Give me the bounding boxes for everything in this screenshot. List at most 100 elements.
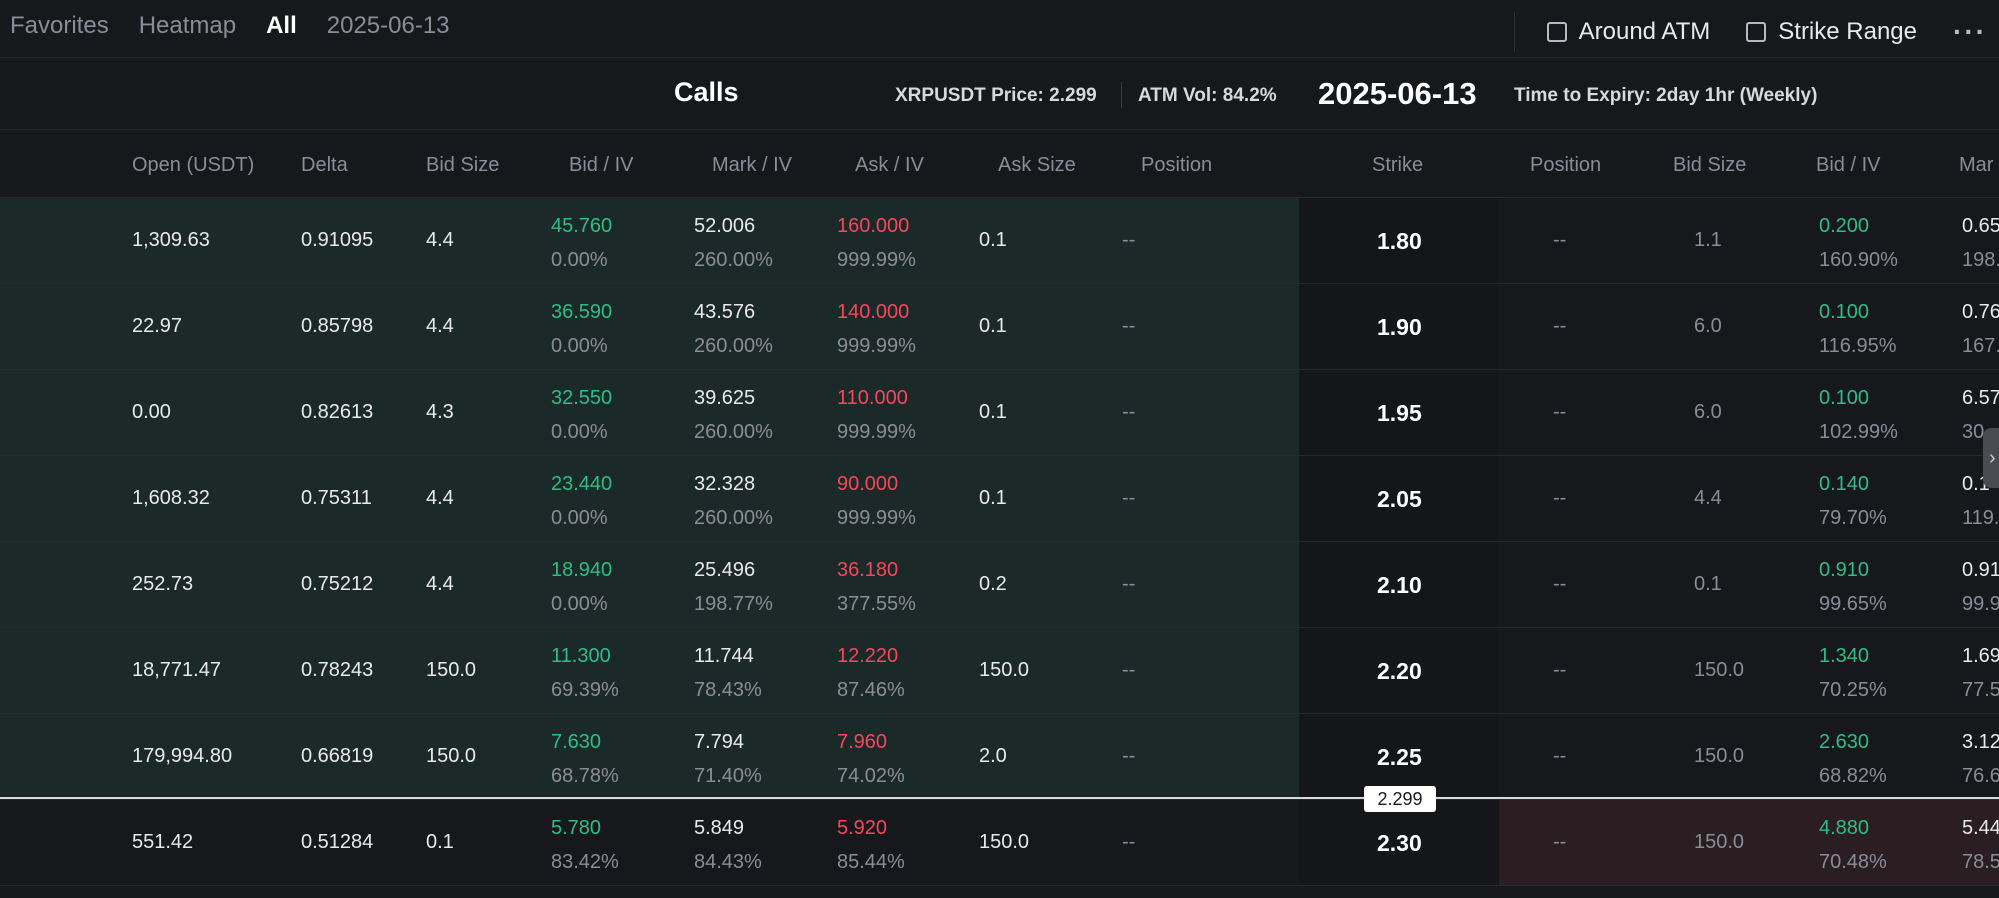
around-atm-checkbox[interactable]: Around ATM xyxy=(1546,18,1710,46)
bid-iv: 69.39% xyxy=(551,679,619,701)
put-bid-size-value[interactable]: 1.1 xyxy=(1694,229,1722,251)
checkbox-icon[interactable] xyxy=(1746,22,1767,42)
bid-size-value[interactable]: 150.0 xyxy=(426,659,477,681)
position-value: -- xyxy=(1122,487,1136,509)
put-mark-iv: 99.9 xyxy=(1962,593,1999,615)
ask-price[interactable]: 36.180 xyxy=(837,559,899,581)
ask-price[interactable]: 160.000 xyxy=(837,215,910,237)
put-bid-size-value[interactable]: 150.0 xyxy=(1694,831,1745,853)
bid-size-value[interactable]: 4.4 xyxy=(426,573,454,595)
ask-size-value[interactable]: 150.0 xyxy=(979,831,1030,853)
ask-size-value[interactable]: 0.2 xyxy=(979,573,1007,595)
bid-price[interactable]: 32.550 xyxy=(551,387,613,409)
bid-size-value[interactable]: 0.1 xyxy=(426,831,454,853)
chevron-right-icon[interactable]: › xyxy=(1983,428,1999,488)
table-row[interactable]: 551.42 0.51284 0.1 5.780 83.42% 5.849 84… xyxy=(0,800,1999,886)
bid-price[interactable]: 36.590 xyxy=(551,301,613,323)
put-bid-price[interactable]: 0.910 xyxy=(1819,559,1870,581)
ask-price[interactable]: 90.000 xyxy=(837,473,899,495)
put-bid-size-value[interactable]: 150.0 xyxy=(1694,745,1745,767)
strike-value: 2.10 xyxy=(1377,572,1422,598)
atm-vol: ATM Vol: 84.2% xyxy=(1138,85,1277,106)
strike-value: 1.95 xyxy=(1377,400,1422,426)
mark-iv: 84.43% xyxy=(694,851,762,873)
put-mark-iv: 198. xyxy=(1962,249,1999,271)
put-bid-price[interactable]: 0.100 xyxy=(1819,387,1870,409)
ask-price[interactable]: 7.960 xyxy=(837,731,888,753)
table-row[interactable]: 22.97 0.85798 4.4 36.590 0.00% 43.576 26… xyxy=(0,284,1999,370)
bid-size-value[interactable]: 4.4 xyxy=(426,315,454,337)
bid-size-value[interactable]: 4.4 xyxy=(426,487,454,509)
mark-price: 7.794 xyxy=(694,731,745,753)
put-position-value: -- xyxy=(1553,229,1567,251)
ask-size-value[interactable]: 0.1 xyxy=(979,315,1007,337)
table-row[interactable]: 252.73 0.75212 4.4 18.940 0.00% 25.496 1… xyxy=(0,542,1999,628)
bid-price[interactable]: 5.780 xyxy=(551,817,602,839)
put-bid-price[interactable]: 0.100 xyxy=(1819,301,1870,323)
bid-price[interactable]: 7.630 xyxy=(551,731,602,753)
put-bid-size-value[interactable]: 6.0 xyxy=(1694,401,1722,423)
put-mark-price: 0.91 xyxy=(1962,559,1999,581)
position-value: -- xyxy=(1122,315,1136,337)
ask-price[interactable]: 5.920 xyxy=(837,817,888,839)
put-bid-price[interactable]: 2.630 xyxy=(1819,731,1870,753)
table-row[interactable]: 18,771.47 0.78243 150.0 11.300 69.39% 11… xyxy=(0,628,1999,714)
strike-bg xyxy=(1299,456,1499,541)
bid-price[interactable]: 23.440 xyxy=(551,473,613,495)
put-bid-size-value[interactable]: 4.4 xyxy=(1694,487,1722,509)
ask-iv: 87.46% xyxy=(837,679,905,701)
col-put-bid-iv: Bid / IV xyxy=(1816,154,1881,176)
strike-bg xyxy=(1299,714,1499,799)
more-icon[interactable]: ··· xyxy=(1953,16,1987,47)
put-side-bg xyxy=(1499,284,1999,369)
open-value: 179,994.80 xyxy=(132,745,233,767)
bid-iv: 68.78% xyxy=(551,765,619,787)
bid-price[interactable]: 18.940 xyxy=(551,559,613,581)
bid-price[interactable]: 11.300 xyxy=(551,645,611,667)
bid-iv: 0.00% xyxy=(551,249,608,271)
bid-price[interactable]: 45.760 xyxy=(551,215,613,237)
put-mark-price: 1.69 xyxy=(1962,645,1999,667)
mark-price: 52.006 xyxy=(694,215,756,237)
put-bid-iv: 102.99% xyxy=(1819,421,1898,443)
bid-size-value[interactable]: 150.0 xyxy=(426,745,477,767)
put-bid-price[interactable]: 4.880 xyxy=(1819,817,1870,839)
strike-range-checkbox[interactable]: Strike Range xyxy=(1746,18,1917,46)
ask-price[interactable]: 110.000 xyxy=(837,387,908,409)
strike-bg xyxy=(1299,542,1499,627)
put-mark-iv: 30 xyxy=(1962,421,1985,443)
bid-size-value[interactable]: 4.3 xyxy=(426,401,454,423)
put-bid-size-value[interactable]: 0.1 xyxy=(1694,573,1722,595)
mark-iv: 260.00% xyxy=(694,421,773,443)
tab-expiry-date[interactable]: 2025-06-13 xyxy=(326,12,450,39)
ask-size-value[interactable]: 0.1 xyxy=(979,487,1007,509)
put-bid-iv: 99.65% xyxy=(1819,593,1887,615)
put-bid-size-value[interactable]: 150.0 xyxy=(1694,659,1745,681)
ask-size-value[interactable]: 2.0 xyxy=(979,745,1007,767)
ask-size-value[interactable]: 0.1 xyxy=(979,229,1007,251)
tab-all[interactable]: All xyxy=(266,12,297,39)
col-put-mark: Mar xyxy=(1959,154,1994,176)
put-bid-size-value[interactable]: 6.0 xyxy=(1694,315,1722,337)
calls-title: Calls xyxy=(674,77,739,107)
ask-iv: 999.99% xyxy=(837,421,916,443)
tab-favorites[interactable]: Favorites xyxy=(10,12,109,39)
mark-price: 5.849 xyxy=(694,817,745,839)
put-bid-price[interactable]: 0.200 xyxy=(1819,215,1870,237)
table-row[interactable]: 1,309.63 0.91095 4.4 45.760 0.00% 52.006… xyxy=(0,198,1999,284)
tab-heatmap[interactable]: Heatmap xyxy=(138,12,237,39)
ask-price[interactable]: 140.000 xyxy=(837,301,910,323)
delta-value: 0.78243 xyxy=(301,659,374,681)
table-row[interactable]: 179,994.80 0.66819 150.0 7.630 68.78% 7.… xyxy=(0,714,1999,800)
table-row[interactable]: 0.00 0.82613 4.3 32.550 0.00% 39.625 260… xyxy=(0,370,1999,456)
ask-price[interactable]: 12.220 xyxy=(837,645,899,667)
checkbox-icon[interactable] xyxy=(1546,22,1567,42)
table-row[interactable]: 1,608.32 0.75311 4.4 23.440 0.00% 32.328… xyxy=(0,456,1999,542)
ask-size-value[interactable]: 150.0 xyxy=(979,659,1030,681)
put-bid-price[interactable]: 1.340 xyxy=(1819,645,1870,667)
position-value: -- xyxy=(1122,745,1136,767)
put-bid-price[interactable]: 0.140 xyxy=(1819,473,1870,495)
ask-size-value[interactable]: 0.1 xyxy=(979,401,1007,423)
bid-size-value[interactable]: 4.4 xyxy=(426,229,454,251)
position-value: -- xyxy=(1122,573,1136,595)
